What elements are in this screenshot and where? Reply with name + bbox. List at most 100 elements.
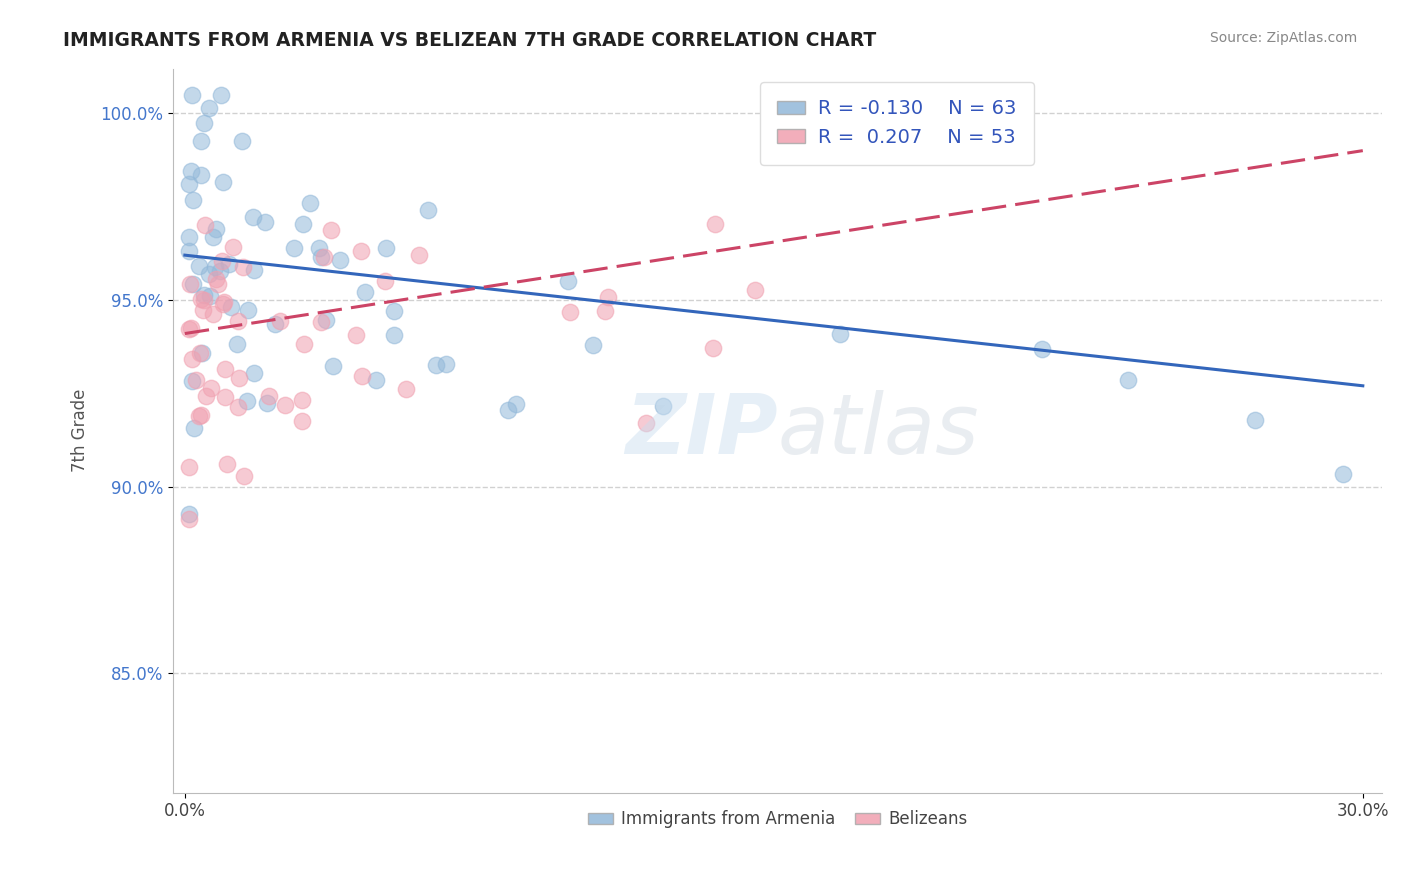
Point — [198, 101, 221, 115]
Point — [322, 359, 344, 373]
Point — [195, 389, 218, 403]
Point — [394, 382, 416, 396]
Point — [190, 168, 212, 182]
Point — [200, 289, 222, 303]
Point — [636, 416, 658, 430]
Point — [374, 274, 396, 288]
Point — [298, 196, 321, 211]
Point — [180, 164, 202, 178]
Point — [292, 217, 315, 231]
Point — [205, 222, 228, 236]
Point — [292, 337, 315, 351]
Point — [214, 362, 236, 376]
Point — [193, 116, 215, 130]
Point — [193, 303, 215, 318]
Point — [202, 230, 225, 244]
Point — [349, 244, 371, 259]
Point — [703, 217, 725, 231]
Point — [208, 264, 231, 278]
Point — [1116, 373, 1139, 387]
Point — [1031, 342, 1053, 356]
Point — [194, 219, 217, 233]
Point — [180, 351, 202, 366]
Point — [211, 254, 233, 268]
Point — [308, 241, 330, 255]
Point — [228, 371, 250, 385]
Point — [319, 223, 342, 237]
Point — [187, 409, 209, 423]
Point — [177, 322, 200, 336]
Point — [180, 320, 202, 334]
Point — [416, 203, 439, 218]
Point — [596, 290, 619, 304]
Text: IMMIGRANTS FROM ARMENIA VS BELIZEAN 7TH GRADE CORRELATION CHART: IMMIGRANTS FROM ARMENIA VS BELIZEAN 7TH … — [63, 31, 876, 50]
Point — [344, 328, 367, 343]
Point — [314, 250, 336, 264]
Point — [202, 307, 225, 321]
Point — [231, 134, 253, 148]
Point — [221, 240, 243, 254]
Point — [436, 357, 458, 371]
Point — [352, 369, 374, 384]
Point — [190, 292, 212, 306]
Point — [242, 366, 264, 380]
Point — [218, 257, 240, 271]
Point — [181, 194, 204, 208]
Point — [236, 393, 259, 408]
Point — [226, 314, 249, 328]
Point — [557, 275, 579, 289]
Point — [702, 341, 724, 355]
Point — [382, 304, 405, 318]
Point — [177, 244, 200, 259]
Point — [291, 414, 314, 428]
Point — [364, 373, 387, 387]
Point — [179, 277, 201, 291]
Legend: Immigrants from Armenia, Belizeans: Immigrants from Armenia, Belizeans — [581, 804, 974, 835]
Point — [209, 87, 232, 102]
Point — [198, 267, 221, 281]
Point — [1331, 467, 1354, 482]
Point — [177, 511, 200, 525]
Point — [212, 294, 235, 309]
Point — [183, 421, 205, 435]
Point — [214, 390, 236, 404]
Point — [374, 241, 396, 255]
Point — [217, 457, 239, 471]
Point — [256, 396, 278, 410]
Point — [253, 215, 276, 229]
Point — [211, 175, 233, 189]
Point — [309, 250, 332, 264]
Point — [226, 400, 249, 414]
Text: atlas: atlas — [778, 390, 980, 471]
Point — [181, 277, 204, 291]
Point — [190, 134, 212, 148]
Text: ZIP: ZIP — [626, 390, 778, 471]
Point — [226, 337, 249, 351]
Point — [193, 293, 215, 307]
Point — [177, 230, 200, 244]
Point — [204, 260, 226, 274]
Point — [219, 300, 242, 314]
Point — [315, 313, 337, 327]
Point — [188, 259, 211, 273]
Point — [177, 507, 200, 521]
Point — [652, 399, 675, 413]
Y-axis label: 7th Grade: 7th Grade — [72, 389, 89, 472]
Point — [269, 314, 291, 328]
Point — [274, 398, 297, 412]
Point — [311, 315, 333, 329]
Point — [291, 393, 314, 408]
Point — [211, 297, 233, 311]
Point — [177, 178, 200, 192]
Point — [204, 272, 226, 286]
Point — [425, 358, 447, 372]
Point — [180, 375, 202, 389]
Point — [828, 327, 851, 342]
Point — [184, 373, 207, 387]
Point — [232, 469, 254, 483]
Point — [177, 460, 200, 475]
Point — [582, 337, 605, 351]
Point — [505, 397, 527, 411]
Point — [207, 277, 229, 291]
Point — [283, 241, 305, 255]
